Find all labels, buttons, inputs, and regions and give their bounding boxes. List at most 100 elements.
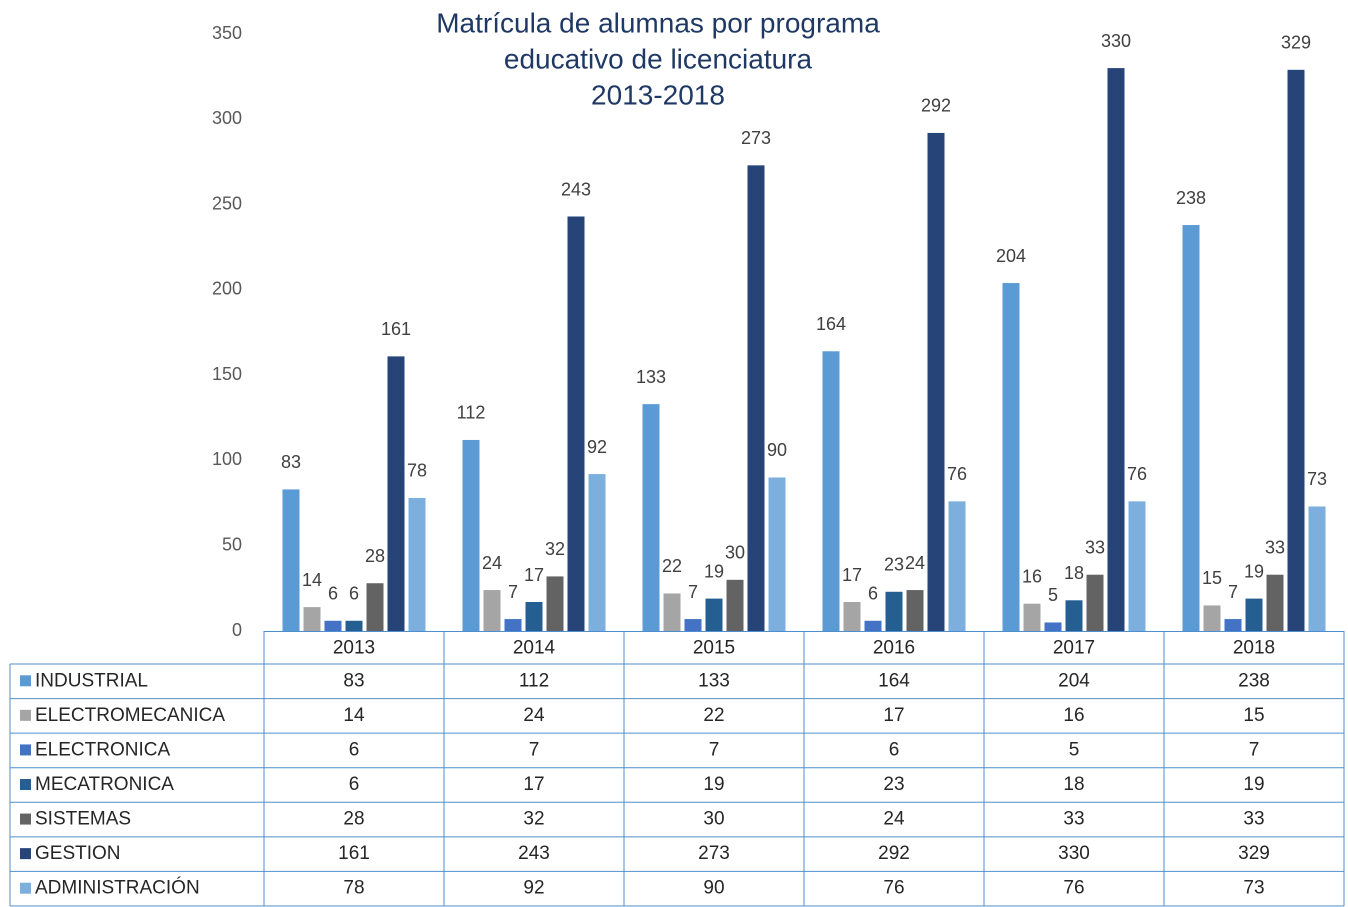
bar (525, 602, 543, 631)
bar (948, 501, 966, 631)
table-cell: 90 (703, 878, 724, 899)
bar (282, 489, 300, 631)
data-label: 23 (884, 555, 904, 575)
data-label: 19 (1244, 561, 1264, 581)
y-tick-label: 0 (232, 620, 242, 640)
table-cell: 7 (529, 739, 540, 760)
legend-swatch (20, 779, 31, 790)
bar (864, 620, 882, 631)
data-label: 292 (921, 96, 951, 116)
bar (1086, 574, 1104, 631)
bar (705, 598, 723, 631)
data-label: 28 (365, 546, 385, 566)
table-cell: 7 (709, 739, 720, 760)
data-label: 90 (767, 440, 787, 460)
data-label: 6 (328, 584, 338, 604)
bar (1128, 501, 1146, 631)
table-cell: 23 (883, 774, 904, 795)
table-cell: 7 (1249, 739, 1260, 760)
bar (1002, 283, 1020, 631)
table-cell: 33 (1063, 809, 1084, 830)
legend-swatch (20, 848, 31, 860)
data-label: 243 (561, 179, 591, 199)
data-label: 204 (996, 246, 1026, 266)
table-cell: 292 (878, 843, 910, 864)
legend-label: MECATRONICA (35, 774, 174, 795)
table-header: 2013 (333, 638, 375, 659)
data-label: 14 (302, 570, 322, 590)
bar (768, 477, 786, 631)
data-label: 273 (741, 128, 771, 148)
table-cell: 273 (698, 843, 730, 864)
data-label: 33 (1265, 537, 1285, 557)
data-label: 7 (1228, 582, 1238, 602)
legend-swatch (20, 882, 31, 894)
bar (588, 474, 606, 631)
bar (567, 216, 585, 632)
y-tick-label: 300 (212, 108, 242, 128)
table-cell: 76 (883, 878, 904, 899)
data-label: 92 (587, 437, 607, 457)
data-label: 6 (349, 584, 359, 604)
data-label: 76 (1127, 464, 1147, 484)
bar (684, 619, 702, 631)
table-cell: 28 (343, 809, 364, 830)
bar (726, 579, 744, 631)
bar (408, 497, 426, 631)
table-cell: 330 (1058, 843, 1090, 864)
table-header: 2015 (693, 638, 735, 659)
table-cell: 22 (703, 705, 724, 726)
data-label: 18 (1064, 563, 1084, 583)
data-label: 112 (457, 403, 486, 423)
table-cell: 33 (1243, 809, 1264, 830)
data-label: 330 (1101, 31, 1131, 51)
bar (1044, 622, 1062, 631)
bar (366, 583, 384, 631)
bar (303, 607, 321, 631)
data-label: 24 (905, 553, 925, 573)
data-label: 33 (1085, 537, 1105, 557)
table-cell: 204 (1058, 670, 1090, 691)
y-tick-label: 200 (212, 279, 242, 299)
table-cell: 17 (883, 705, 904, 726)
bar (747, 165, 765, 631)
bar (1065, 600, 1083, 631)
legend-label: ELECTROMECANICA (35, 705, 225, 726)
legend-swatch (20, 709, 31, 721)
chart-title: Matrícula de alumnas por programa (436, 7, 880, 38)
data-label: 30 (725, 543, 745, 563)
bar (927, 132, 945, 631)
bar (1245, 598, 1263, 631)
legend-label: ADMINISTRACIÓN (35, 877, 200, 899)
bar (504, 619, 522, 631)
y-tick-label: 150 (212, 364, 242, 384)
table-cell: 14 (343, 705, 365, 726)
bar (1107, 68, 1125, 632)
table-cell: 92 (523, 878, 544, 899)
bar (822, 351, 840, 631)
table-header: 2017 (1053, 638, 1095, 659)
table-cell: 83 (343, 670, 364, 691)
bar (462, 439, 480, 631)
table-cell: 243 (518, 843, 550, 864)
table-cell: 19 (1243, 774, 1264, 795)
table-cell: 30 (703, 809, 724, 830)
table-cell: 238 (1238, 670, 1270, 691)
legend-label: SISTEMAS (35, 809, 131, 830)
bar (663, 593, 681, 631)
bar (885, 591, 903, 631)
data-label: 15 (1202, 568, 1222, 588)
y-tick-label: 250 (212, 193, 242, 213)
table-cell: 32 (523, 809, 544, 830)
data-label: 329 (1281, 33, 1311, 53)
data-label: 6 (868, 584, 878, 604)
table-cell: 6 (349, 774, 360, 795)
table-cell: 76 (1063, 878, 1084, 899)
table-cell: 78 (343, 878, 364, 899)
legend-swatch (20, 813, 31, 825)
table-cell: 24 (883, 809, 905, 830)
table-cell: 133 (698, 670, 730, 691)
data-label: 7 (508, 582, 518, 602)
table-cell: 73 (1243, 878, 1264, 899)
